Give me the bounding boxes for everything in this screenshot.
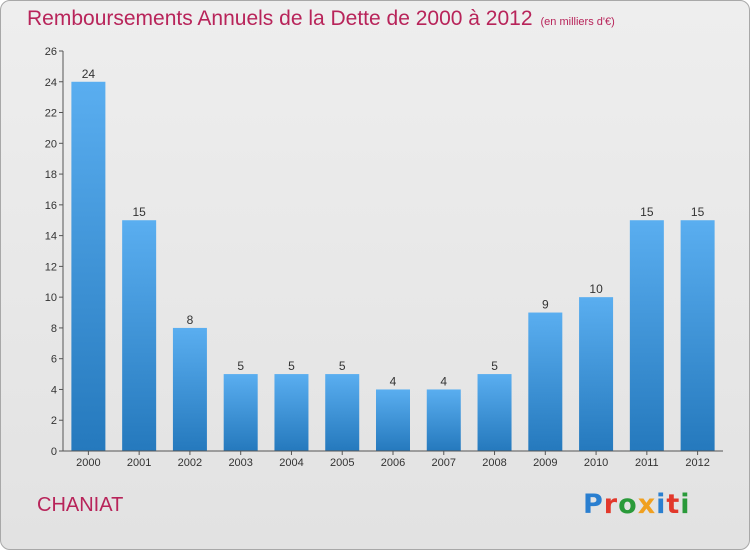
bar — [477, 374, 512, 451]
bar-value-label: 15 — [691, 205, 705, 219]
bar — [376, 389, 410, 451]
bars-group: 24 15 8 5 5 5 4 4 5 9 10 15 15 — [71, 67, 715, 452]
x-tick-label: 2008 — [482, 457, 506, 469]
bar — [579, 297, 614, 451]
chart-title: Remboursements Annuels de la Dette de 20… — [27, 7, 533, 30]
bar-value-label: 24 — [82, 67, 96, 81]
x-tick-label: 2004 — [279, 457, 303, 469]
x-tick-label: 2012 — [685, 457, 709, 469]
x-tick-label: 2002 — [178, 457, 202, 469]
bar-value-label: 15 — [132, 205, 146, 219]
bar — [172, 327, 207, 451]
bar — [680, 220, 715, 451]
x-tick-label: 2009 — [533, 457, 557, 469]
y-tick-label: 2 — [51, 415, 57, 427]
y-tick-label: 20 — [45, 138, 57, 150]
y-tick-label: 6 — [51, 354, 57, 366]
bar-value-label: 9 — [542, 298, 549, 312]
bar — [274, 374, 309, 451]
x-axis: 2000 2001 2002 2003 2004 2005 2006 2007 2008 2009… — [63, 450, 723, 469]
bar — [122, 220, 157, 451]
y-tick-label: 14 — [45, 231, 57, 243]
bar-value-label: 5 — [237, 359, 244, 373]
bar-value-label: 15 — [640, 205, 654, 219]
chart-unit: (en milliers d'€) — [540, 16, 615, 28]
y-tick-label: 26 — [45, 46, 57, 58]
chart-title-block: Remboursements Annuels de la Dette de 20… — [27, 7, 615, 31]
x-tick-label: 2000 — [76, 457, 100, 469]
x-tick-label: 2001 — [127, 457, 151, 469]
y-tick-label: 10 — [45, 292, 57, 304]
bar-value-label: 8 — [187, 313, 194, 327]
bar-value-label: 10 — [589, 282, 603, 296]
y-tick-label: 0 — [51, 446, 57, 458]
y-tick-label: 8 — [51, 323, 57, 335]
y-tick-label: 24 — [45, 77, 57, 89]
x-tick-label: 2011 — [635, 457, 659, 469]
bar-value-label: 5 — [491, 359, 498, 373]
bar — [325, 374, 360, 451]
bar-value-label: 4 — [440, 374, 447, 388]
proxiti-logo: Proxiti — [583, 489, 691, 520]
bar-value-label: 4 — [390, 374, 397, 388]
x-tick-label: 2006 — [381, 457, 405, 469]
y-tick-label: 16 — [45, 200, 57, 212]
bar — [71, 81, 106, 452]
bar — [426, 389, 461, 451]
x-tick-label: 2007 — [432, 457, 456, 469]
y-tick-label: 18 — [45, 169, 57, 181]
bar — [629, 220, 664, 451]
x-tick-label: 2010 — [584, 457, 608, 469]
x-tick-label: 2005 — [330, 457, 354, 469]
y-tick-label: 4 — [51, 384, 57, 396]
x-tick-label: 2003 — [228, 457, 252, 469]
y-tick-label: 22 — [45, 108, 57, 120]
commune-name: CHANIAT — [37, 494, 124, 516]
bar — [223, 374, 258, 451]
bar — [528, 312, 563, 451]
bar-value-label: 5 — [339, 359, 346, 373]
y-tick-label: 12 — [45, 261, 57, 273]
bar-value-label: 5 — [288, 359, 295, 373]
